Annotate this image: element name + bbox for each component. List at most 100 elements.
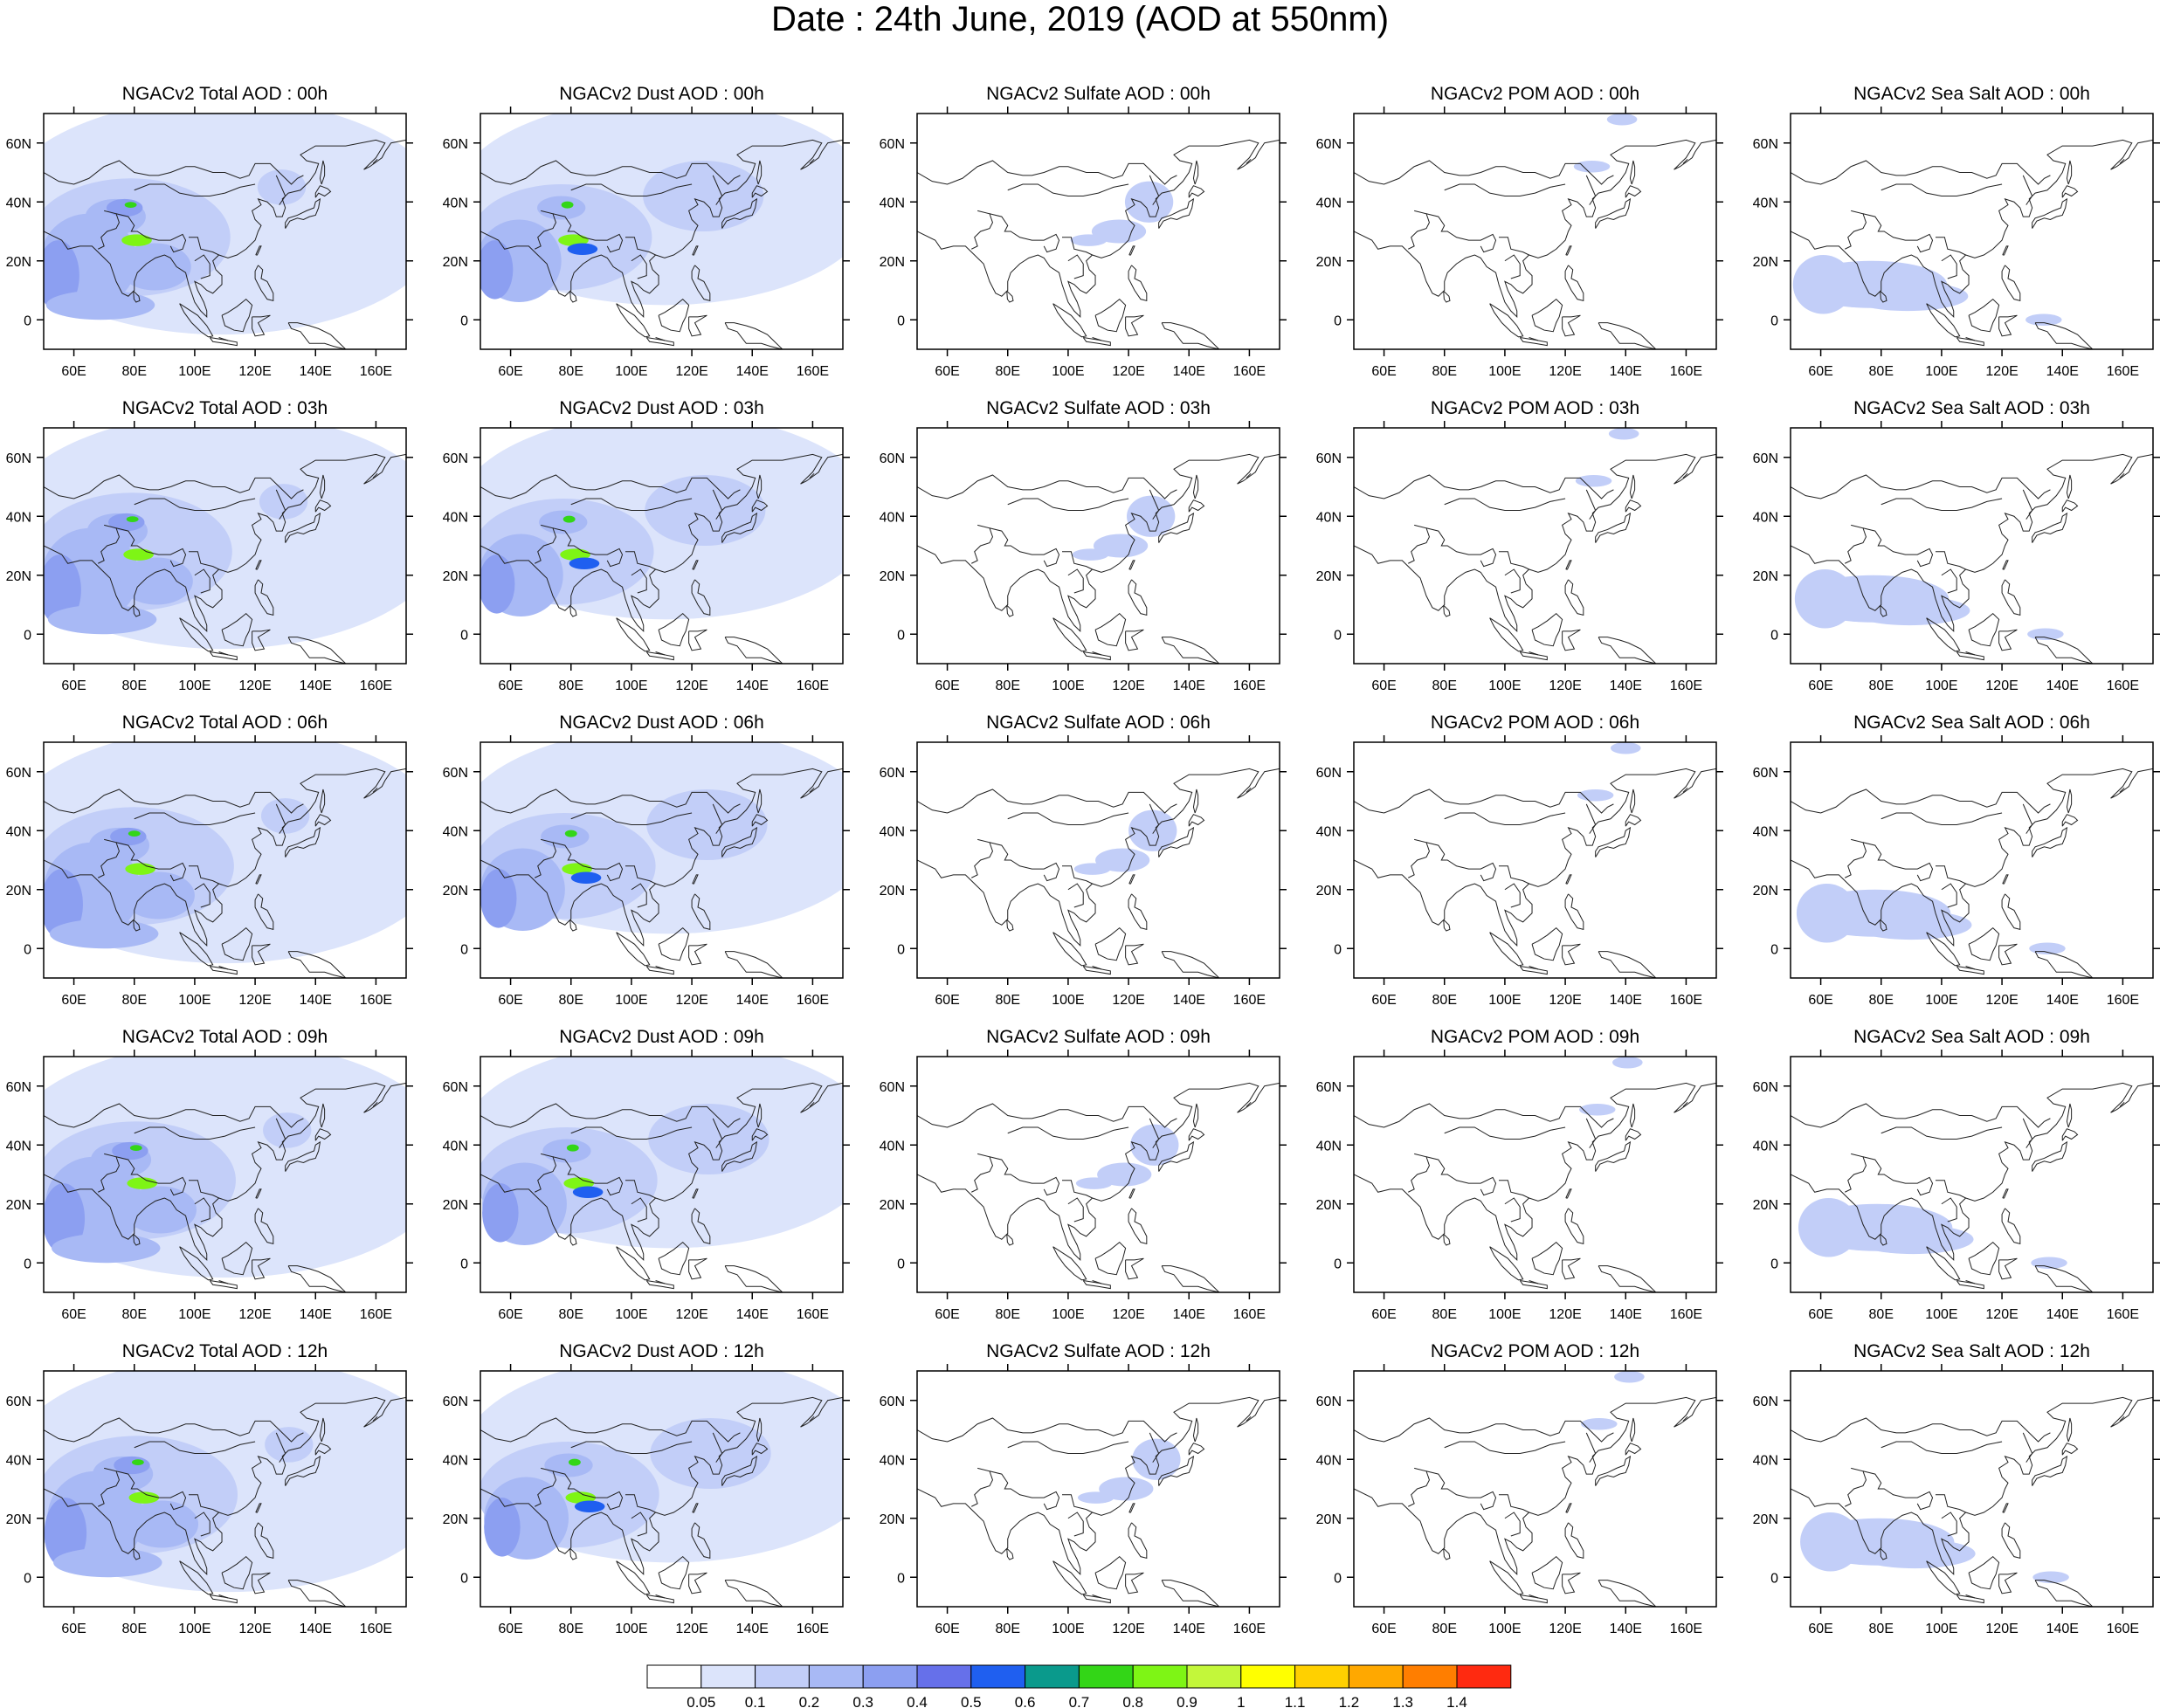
coastline xyxy=(1968,612,2000,647)
aod-level-area xyxy=(563,1177,595,1189)
coastline xyxy=(1489,932,1524,967)
coastline xyxy=(1128,1208,1148,1244)
lat-tick-label: 40N xyxy=(6,196,31,210)
coastline xyxy=(254,1522,274,1559)
colorbar-label: 1.1 xyxy=(1285,1694,1306,1708)
coastline xyxy=(691,1208,711,1244)
aod-level-area xyxy=(1606,114,1638,126)
coastline xyxy=(692,1503,699,1513)
coastline xyxy=(631,254,647,279)
coastline xyxy=(756,1417,763,1443)
coastline xyxy=(917,160,1177,185)
coastline xyxy=(616,303,651,338)
coastline xyxy=(1092,966,1102,970)
coastline xyxy=(809,158,815,164)
map-frame xyxy=(1790,1056,2154,1293)
coastline xyxy=(971,210,994,250)
coastline xyxy=(221,298,253,333)
coastline xyxy=(1625,1128,1642,1141)
coastline xyxy=(1965,1594,1976,1599)
aod-level-area xyxy=(259,484,308,520)
coastline xyxy=(1595,1140,1632,1172)
lon-tick-label: 140E xyxy=(736,1307,769,1322)
aod-level-area xyxy=(646,789,768,860)
lat-tick-label: 40N xyxy=(443,824,468,839)
panel-title: NGACv2 Sulfate AOD : 09h xyxy=(986,1027,1211,1047)
coastline xyxy=(1499,237,1529,256)
lat-tick-label: 20N xyxy=(443,255,468,270)
map-panel: 0 20N 40N 60N 60E 80E 100E 120E 140E 160E NGACv2 D… xyxy=(443,1341,850,1636)
coastline xyxy=(1425,842,1497,882)
map-frame xyxy=(916,1056,1280,1293)
aod-level-area xyxy=(541,824,590,849)
map-frame xyxy=(43,427,407,665)
aod-level-area xyxy=(480,869,517,928)
coastline xyxy=(712,1118,723,1148)
coastline xyxy=(1625,1443,1642,1456)
coastline xyxy=(189,237,219,256)
coastline xyxy=(1529,1594,1539,1599)
coastline xyxy=(625,865,656,885)
aod-level-area xyxy=(2025,313,2062,326)
coastline xyxy=(1629,474,1636,499)
coastline xyxy=(98,1153,121,1193)
colorbar-label: 0.6 xyxy=(1015,1694,1036,1708)
aod-field xyxy=(1791,1057,2153,1292)
coastline xyxy=(809,472,815,479)
map-panel: 0 20N 40N 60N 60E 80E 100E 120E 140E 160E NGACv2 T… xyxy=(6,84,413,379)
lon-tick-label: 80E xyxy=(122,1622,147,1636)
coastline xyxy=(1936,865,1966,885)
coastline xyxy=(688,1257,707,1280)
coastline xyxy=(1598,1580,1657,1607)
coastline xyxy=(255,560,262,570)
coastline xyxy=(721,1140,758,1172)
coastline xyxy=(1936,1494,1966,1513)
coastline xyxy=(1094,1555,1127,1590)
coastline xyxy=(692,1188,699,1199)
lon-tick-label: 100E xyxy=(1488,678,1521,693)
coastline xyxy=(1052,617,1087,652)
coastline xyxy=(721,826,758,857)
coastline xyxy=(1998,1572,2018,1594)
aod-level-area xyxy=(263,1112,312,1148)
lat-tick-label: 60N xyxy=(1316,137,1342,152)
lat-tick-label: 20N xyxy=(1753,1198,1778,1213)
coastline xyxy=(1246,472,1252,479)
coastline xyxy=(724,637,783,664)
coastline xyxy=(1128,893,1148,930)
panel-title: NGACv2 Total AOD : 09h xyxy=(122,1027,328,1047)
panel-title: NGACv2 Dust AOD : 00h xyxy=(559,84,764,104)
lon-tick-label: 80E xyxy=(1869,678,1894,693)
coastline xyxy=(691,579,711,616)
panel-title: NGACv2 Sea Salt AOD : 12h xyxy=(1853,1341,2090,1361)
lon-tick-label: 80E xyxy=(996,1307,1020,1322)
lon-tick-label: 160E xyxy=(360,364,392,379)
coastline xyxy=(1998,629,2018,651)
map-panel: 0 20N 40N 60N 60E 80E 100E 120E 140E 160E NGACv2 T… xyxy=(6,1341,413,1636)
coastline xyxy=(285,512,321,543)
coastline xyxy=(989,527,1060,568)
coastline xyxy=(1158,197,1195,229)
coastline xyxy=(1936,1180,1966,1199)
map-panel: 0 20N 40N 60N 60E 80E 100E 120E 140E 160E NGACv2 S… xyxy=(1753,1341,2160,1636)
coastline xyxy=(1881,498,2003,511)
map-frame xyxy=(480,1370,844,1608)
coastline xyxy=(252,314,271,337)
coastline xyxy=(480,789,741,814)
colorbar-swatch xyxy=(970,1664,1026,1689)
lon-tick-label: 100E xyxy=(178,364,210,379)
coastline xyxy=(569,919,577,932)
aod-field xyxy=(480,114,843,349)
coastline xyxy=(2119,1415,2125,1422)
coastline xyxy=(917,789,1177,814)
coastline xyxy=(1629,1103,1636,1128)
map-panel: 0 20N 40N 60N 60E 80E 100E 120E 140E 160E NGACv2 T… xyxy=(6,713,413,1008)
coastline xyxy=(1354,160,1614,185)
coastline xyxy=(194,1197,210,1222)
lon-tick-label: 80E xyxy=(1869,993,1894,1008)
coastline xyxy=(44,160,304,185)
lon-tick-label: 80E xyxy=(559,364,583,379)
coastline xyxy=(1845,838,1867,878)
coastline xyxy=(809,787,815,793)
coastline xyxy=(756,474,763,499)
